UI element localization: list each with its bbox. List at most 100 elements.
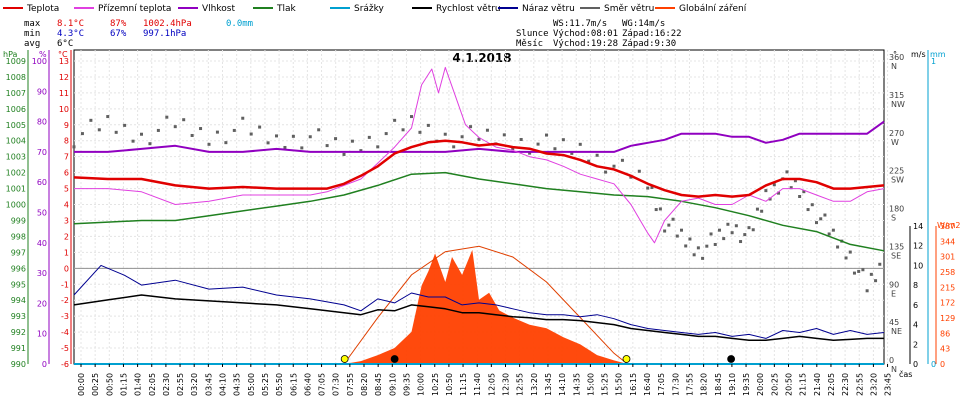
- ws-text: WS:11.7m/s: [553, 19, 607, 29]
- x-tick-label: 12:05: [487, 373, 496, 396]
- hpa-tick: 998: [11, 232, 26, 241]
- stats-max-temp: 8.1°C: [57, 19, 84, 29]
- moonrise-text: Východ:19:28: [553, 39, 618, 49]
- direction-point: [443, 132, 447, 136]
- direction-point: [692, 253, 696, 257]
- hpa-tick: 992: [11, 328, 26, 337]
- x-tick-label: 03:20: [190, 373, 199, 396]
- x-tick-label: 08:20: [360, 373, 369, 396]
- deg-dir: NE: [891, 327, 902, 336]
- direction-point: [114, 130, 118, 134]
- direction-point: [224, 141, 228, 145]
- direction-point: [798, 195, 802, 199]
- direction-point: [350, 139, 354, 143]
- direction-point: [165, 115, 169, 119]
- direction-point: [696, 246, 700, 250]
- x-tick-label: 02:55: [176, 373, 185, 396]
- series-temperature: [73, 139, 885, 198]
- direction-point: [874, 279, 878, 283]
- direction-point: [857, 269, 861, 273]
- x-tick-label: 13:20: [530, 373, 539, 396]
- x-tick-label: 05:00: [247, 373, 256, 396]
- deg-tick: 90: [889, 280, 899, 289]
- hpa-tick: 1006: [6, 105, 26, 114]
- ms-tick: 10: [913, 261, 923, 270]
- deg-tick: 180: [889, 205, 904, 214]
- sun-moon-marker: [727, 355, 736, 363]
- direction-point: [844, 256, 848, 260]
- degc-unit: °C: [58, 50, 68, 59]
- x-tick-label: 06:15: [289, 373, 298, 396]
- legend-label: Náraz větru: [522, 4, 575, 14]
- direction-point: [106, 115, 110, 119]
- deg-dir: SE: [891, 251, 901, 260]
- wm2-tick: 0: [940, 360, 945, 369]
- direction-point: [199, 127, 203, 131]
- series-ground-temp: [74, 66, 885, 244]
- stats-avg-temp: 6°C: [57, 39, 73, 49]
- direction-point: [460, 135, 464, 139]
- x-tick-label: 12:30: [502, 373, 511, 396]
- degc-tick: -3: [61, 312, 69, 321]
- direction-point: [308, 135, 312, 139]
- x-tick-label: 23:20: [869, 373, 878, 396]
- x-tick-label: 00:00: [77, 373, 86, 396]
- pct-tick: 40: [37, 239, 47, 248]
- direction-point: [701, 256, 705, 260]
- hpa-tick: 1007: [6, 89, 26, 98]
- wm2-tick: 258: [940, 268, 955, 277]
- hpa-unit: hPa: [3, 50, 18, 59]
- direction-point: [637, 169, 641, 173]
- degc-tick: 5: [64, 185, 69, 194]
- direction-point: [831, 228, 835, 232]
- hpa-tick: 1003: [6, 153, 26, 162]
- direction-point: [511, 147, 515, 151]
- degc-tick: -4: [61, 328, 69, 337]
- legend-label: Vlhkost: [202, 4, 235, 14]
- direction-point: [789, 186, 793, 190]
- deg-tick: 135: [889, 242, 904, 251]
- direction-point: [848, 250, 852, 254]
- x-tick-label: 05:25: [261, 373, 270, 396]
- direction-point: [734, 224, 738, 228]
- x-tick-label: 01:15: [119, 373, 128, 396]
- series-humidity: [74, 120, 885, 153]
- x-tick-label: 21:40: [813, 373, 822, 396]
- legend-label: Tlak: [276, 4, 297, 14]
- hpa-tick: 995: [11, 280, 26, 289]
- direction-point: [604, 170, 608, 174]
- degc-tick: -6: [61, 360, 69, 369]
- x-tick-label: 18:45: [714, 373, 723, 396]
- stats-min-hum: 67%: [110, 29, 127, 39]
- direction-point: [595, 153, 599, 157]
- direction-point: [291, 134, 295, 138]
- ms-tick: 14: [913, 222, 923, 231]
- direction-point: [232, 128, 236, 132]
- deg-tick: 315: [889, 91, 904, 100]
- direction-point: [869, 272, 873, 276]
- pct-unit: %: [39, 50, 47, 59]
- direction-point: [713, 242, 717, 246]
- direction-point: [545, 133, 548, 137]
- direction-point: [785, 170, 789, 174]
- wg-text: WG:14m/s: [622, 19, 665, 29]
- legend-label: Srážky: [354, 4, 385, 14]
- ms-tick: 6: [913, 301, 918, 310]
- degc-tick: 11: [59, 89, 69, 98]
- direction-point: [680, 228, 683, 232]
- deg-dir: SW: [891, 176, 904, 185]
- direction-point: [258, 125, 262, 129]
- direction-point: [485, 128, 489, 132]
- direction-point: [650, 185, 654, 189]
- direction-point: [772, 183, 776, 187]
- direction-point: [266, 141, 270, 145]
- time-label: čas: [899, 369, 912, 379]
- x-tick-label: 14:10: [558, 373, 567, 396]
- hpa-tick: 996: [11, 264, 26, 273]
- deg-dir: W: [891, 138, 899, 147]
- direction-point: [536, 142, 540, 146]
- stats-min-press: 997.1hPa: [143, 29, 186, 39]
- series-pressure: [73, 171, 885, 252]
- direction-point: [570, 151, 574, 155]
- degc-tick: 2: [64, 232, 69, 241]
